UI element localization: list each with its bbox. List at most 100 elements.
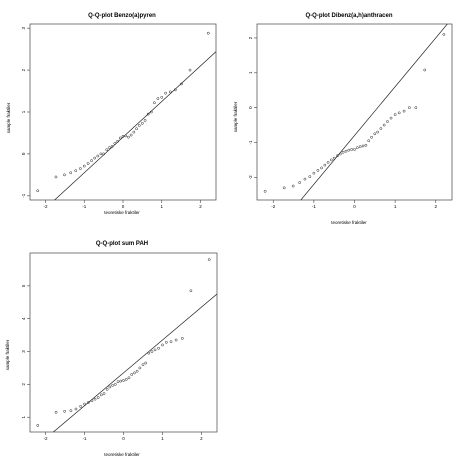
plot-frame [29, 23, 217, 201]
data-point [188, 68, 192, 72]
y-tick-label: 5 [21, 284, 26, 287]
y-tick-label: 1 [248, 71, 253, 74]
data-point [169, 340, 173, 344]
data-point [382, 123, 386, 127]
data-point [189, 289, 193, 293]
data-point [442, 33, 446, 36]
x-tick-label: 1 [160, 204, 163, 209]
data-point [111, 384, 114, 387]
x-tick-label: 1 [161, 436, 164, 441]
data-point [69, 171, 73, 175]
x-tick-label: -2 [271, 204, 275, 209]
data-point [96, 396, 100, 399]
y-tick-label: 3 [21, 350, 26, 353]
data-point [83, 402, 86, 406]
y-tick-label: 2 [21, 383, 26, 386]
data-point [323, 163, 327, 167]
data-point [361, 144, 365, 148]
plot-frame [256, 23, 453, 201]
data-point [137, 124, 141, 127]
data-point [153, 101, 156, 105]
qq-reference-line [54, 51, 216, 200]
x-tick-label: 2 [199, 204, 202, 209]
data-point [102, 392, 106, 395]
chart-title: Q-Q-plot sum PAH [96, 241, 148, 247]
data-point [147, 351, 151, 355]
data-point [153, 348, 157, 352]
y-tick-label: 0 [21, 152, 26, 155]
data-point [407, 106, 411, 109]
y-tick-label: -1 [21, 193, 26, 197]
data-point [350, 148, 354, 151]
data-point [79, 167, 82, 170]
data-point [93, 397, 97, 401]
data-point [298, 181, 302, 184]
x-tick-label: -1 [83, 436, 87, 441]
qq-plot-benzo: Q-Q-plot Benzo(a)pyren teoretiske frakti… [6, 13, 217, 215]
data-point [206, 31, 210, 35]
data-point [105, 387, 109, 391]
data-point [93, 156, 97, 160]
data-point [96, 154, 100, 158]
data-point [90, 399, 94, 403]
data-point [122, 379, 125, 382]
data-point [180, 337, 184, 340]
data-point [135, 127, 138, 131]
data-point [127, 376, 131, 380]
data-point [130, 373, 134, 376]
x-axis-label: teoretiske fraktiler [104, 210, 140, 215]
x-tick-label: -1 [82, 204, 86, 209]
data-point [303, 177, 307, 181]
data-point [144, 361, 148, 365]
data-point [316, 169, 320, 172]
data-point [79, 405, 82, 408]
data-point [54, 175, 58, 179]
data-point [99, 152, 103, 156]
data-point [141, 121, 144, 125]
x-tick-label: 0 [122, 204, 125, 209]
data-point [124, 378, 128, 381]
data-point [116, 139, 119, 143]
data-point [389, 116, 393, 120]
data-point [165, 340, 168, 344]
data-point [326, 161, 330, 164]
data-point [308, 175, 312, 178]
data-point [36, 189, 40, 193]
data-point [355, 146, 359, 150]
data-point [99, 393, 103, 397]
qq-reference-line [52, 293, 217, 432]
x-tick-label: -1 [312, 204, 316, 209]
x-axis-label: teoretiske fraktiler [104, 452, 140, 457]
data-point [161, 343, 164, 347]
data-point [393, 113, 397, 116]
y-tick-label: -1 [248, 140, 253, 144]
data-point [108, 146, 111, 149]
data-point [138, 366, 142, 370]
data-point [129, 133, 133, 137]
data-point [164, 91, 167, 95]
y-tick-label: 2 [248, 36, 253, 39]
y-axis-label: sample fraktiler [5, 339, 10, 370]
y-tick-label: -2 [248, 175, 253, 179]
data-point [150, 350, 154, 353]
data-point [133, 371, 136, 375]
data-point [338, 152, 342, 156]
data-point [329, 158, 333, 162]
data-point [282, 186, 286, 190]
data-point [63, 409, 67, 413]
data-point [36, 424, 40, 427]
data-point [113, 383, 117, 386]
qq-reference-line [300, 24, 448, 200]
data-point [132, 130, 136, 134]
data-point [127, 135, 130, 139]
data-point [69, 409, 73, 413]
qq-plot-dibenz: Q-Q-plot Dibenz(a,h)anthracen teoretiske… [233, 13, 453, 225]
data-point [353, 148, 356, 151]
data-point [119, 379, 123, 383]
data-point [370, 135, 373, 139]
data-point [320, 166, 323, 170]
data-point [108, 385, 112, 389]
data-point [397, 111, 401, 115]
plot-frame [29, 252, 218, 433]
data-point [373, 132, 377, 136]
